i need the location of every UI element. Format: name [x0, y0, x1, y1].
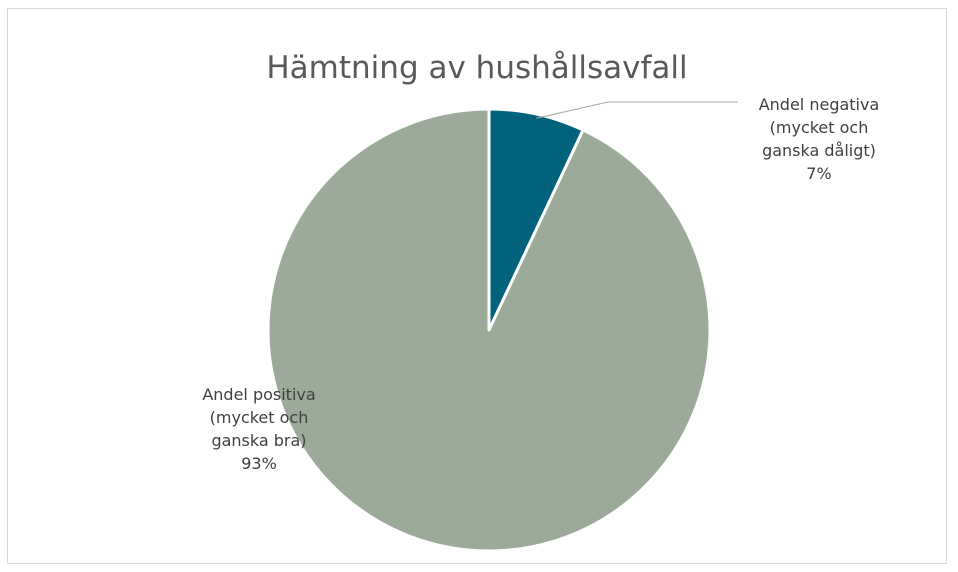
leader-line-negativa	[536, 101, 738, 119]
slice-label-line: ganska bra)	[211, 431, 307, 450]
slice-label-negativa: Andel negativa (mycket och ganska dåligt…	[724, 93, 914, 185]
pie-chart	[266, 101, 738, 553]
slice-label-line: (mycket och	[209, 408, 309, 427]
pie-slices-group	[266, 107, 712, 553]
slice-label-line: Andel negativa	[758, 95, 880, 114]
slice-label-positiva: Andel positiva (mycket och ganska bra) 9…	[164, 383, 354, 475]
slice-percent-label: 93%	[241, 454, 277, 473]
slice-label-line: (mycket och	[769, 118, 869, 137]
chart-title: Hämtning av hushållsavfall	[266, 50, 688, 86]
slice-label-line: Andel positiva	[202, 385, 316, 404]
pie-slice-positiva	[266, 107, 712, 553]
slice-percent-label: 7%	[806, 164, 832, 183]
slice-label-line: ganska dåligt)	[762, 141, 876, 160]
chart-frame: Hämtning av hushållsavfall Andel negativ…	[7, 8, 947, 564]
